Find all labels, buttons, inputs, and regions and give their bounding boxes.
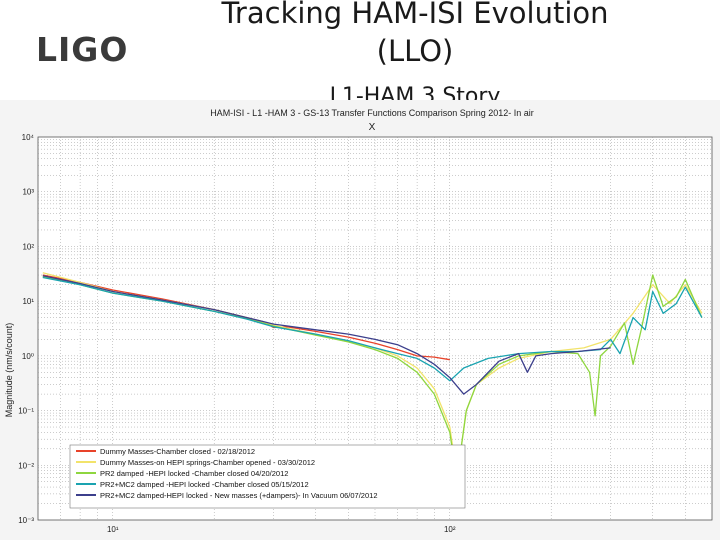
y-tick-label: 10¹ xyxy=(22,297,34,306)
y-tick-label: 10⁻¹ xyxy=(18,407,34,416)
y-tick-label: 10⁻³ xyxy=(18,516,34,525)
y-axis-label: Magnitude (nm/s/count) xyxy=(4,323,14,418)
series-line-4 xyxy=(42,276,703,382)
y-tick-label: 10⁰ xyxy=(22,352,34,361)
ligo-logo: LIGO xyxy=(36,30,129,69)
x-tick-label: 10¹ xyxy=(107,525,119,534)
x-tick-label: 10² xyxy=(444,525,456,534)
transfer-function-plot: HAM-ISI - L1 -HAM 3 - GS-13 Transfer Fun… xyxy=(0,100,720,540)
y-tick-label: 10³ xyxy=(22,188,34,197)
legend-entry-3: PR2 damped -HEPI locked -Chamber closed … xyxy=(100,469,288,478)
plot-layer: 10⁴ 10³ 10² 10¹ 10⁰ 10⁻¹ 10⁻² 10⁻³ 10¹ 10² Dummy M… xyxy=(18,133,713,534)
y-tick-label: 10⁻² xyxy=(18,461,34,470)
legend-entry-2: Dummy Masses-on HEPI springs-Chamber ope… xyxy=(100,458,315,467)
legend-box xyxy=(69,444,466,509)
legend-entry-1: Dummy Masses-Chamber closed - 02/18/2012 xyxy=(100,447,255,456)
y-tick-label: 10⁴ xyxy=(22,133,35,142)
chart-title: HAM-ISI - L1 -HAM 3 - GS-13 Transfer Fun… xyxy=(210,108,534,118)
legend-entry-5: PR2+MC2 damped-HEPI locked - New masses … xyxy=(100,491,378,500)
panel-label: X xyxy=(369,122,376,133)
y-tick-label: 10² xyxy=(22,242,34,251)
series-line-5 xyxy=(42,275,611,395)
slide-title-line2: (LLO) xyxy=(376,34,454,68)
slide-title: Tracking HAM-ISI Evolution (LLO) xyxy=(160,0,670,70)
legend-entry-4: PR2+MC2 damped -HEPI locked -Chamber clo… xyxy=(100,480,309,489)
slide-title-line1: Tracking HAM-ISI Evolution xyxy=(221,0,609,30)
